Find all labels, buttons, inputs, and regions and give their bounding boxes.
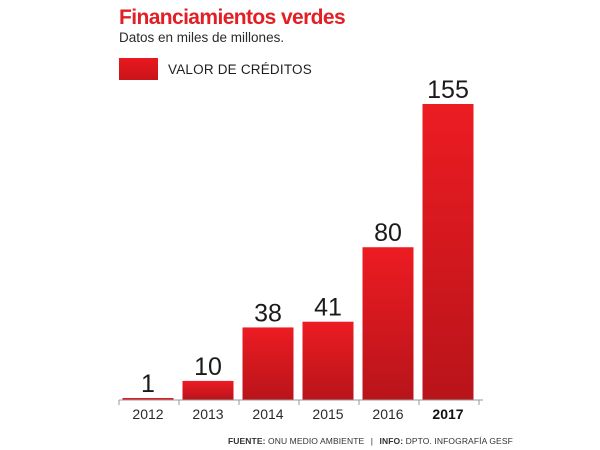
category-label-2012: 2012 xyxy=(132,406,163,422)
bar-2017 xyxy=(422,104,474,400)
data-labels-group: 1 10 38 41 80 155 xyxy=(141,76,469,398)
data-label-2012: 1 xyxy=(141,370,155,398)
category-label-2013: 2013 xyxy=(192,406,223,422)
bar-2014 xyxy=(242,327,294,400)
source-label: FUENTE: xyxy=(228,436,266,446)
legend: VALOR DE CRÉDITOS xyxy=(119,58,312,80)
source-text: ONU MEDIO AMBIENTE xyxy=(268,436,365,446)
bar-2012 xyxy=(122,398,174,400)
category-label-2015: 2015 xyxy=(312,406,343,422)
footer-separator: | xyxy=(370,436,374,446)
chart-subtitle: Datos en miles de millones. xyxy=(119,30,285,45)
data-label-2017: 155 xyxy=(427,76,469,104)
bars-group xyxy=(122,104,474,400)
source-footer: FUENTE: ONU MEDIO AMBIENTE | INFO: DPTO.… xyxy=(228,436,513,446)
category-label-2014: 2014 xyxy=(252,406,283,422)
x-axis-labels: 2012 2013 2014 2015 2016 2017 xyxy=(132,406,463,422)
x-axis-ticks xyxy=(118,400,480,405)
category-label-2016: 2016 xyxy=(372,406,403,422)
data-label-2015: 41 xyxy=(314,294,342,322)
data-label-2016: 80 xyxy=(374,219,402,247)
legend-label: VALOR DE CRÉDITOS xyxy=(168,61,312,77)
bar-2015 xyxy=(302,321,354,400)
category-label-2017: 2017 xyxy=(432,406,463,422)
info-text: DPTO. INFOGRAFÍA GESF xyxy=(405,436,513,446)
legend-swatch xyxy=(119,58,158,80)
chart-title: Financiamientos verdes xyxy=(119,6,346,29)
info-label: INFO: xyxy=(379,436,404,446)
data-label-2014: 38 xyxy=(254,299,282,327)
bar-2013 xyxy=(182,380,234,400)
bar-2016 xyxy=(362,247,414,400)
data-label-2013: 10 xyxy=(194,353,222,381)
